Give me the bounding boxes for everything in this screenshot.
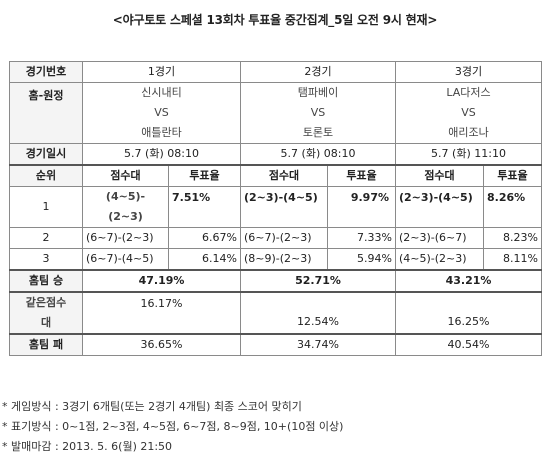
game-2-vote: 9.97% [327, 186, 396, 228]
game-3-vote: 8.11% [483, 248, 542, 271]
game-2-home-loss: 34.74% [240, 333, 396, 356]
game-3-vote-header: 투표율 [483, 164, 542, 187]
game-3-date: 5.7 (화) 11:10 [395, 143, 542, 166]
game-3-home-win: 43.21% [395, 269, 542, 293]
game-date-label: 경기일시 [9, 143, 83, 166]
same-score-label-line-2: 대 [40, 316, 52, 329]
game-date-row: 경기일시 5.7 (화) 08:10 5.7 (화) 08:10 5.7 (화)… [9, 143, 542, 166]
page-title: <야구토토 스페셜 13회차 투표율 중간집계_5일 오전 9시 현재> [112, 13, 438, 27]
game-2-home-team: 탬파베이 [297, 86, 339, 99]
same-score-label: 같은점수 대 [9, 291, 83, 335]
game-3-score-header: 점수대 [395, 164, 484, 187]
game-1-score-line-2: (2~3) [108, 210, 143, 223]
game-2-home-win: 52.71% [240, 269, 396, 293]
home-win-row: 홈팀 승 47.19% 52.71% 43.21% [9, 269, 542, 293]
game-1-score-line-1: (4~5)- [105, 190, 146, 203]
rank-row: 3 (6~7)-(4~5) 6.14% (8~9)-(2~3) 5.94% (4… [9, 248, 542, 271]
home-away-label: 홈-원정 [9, 82, 83, 144]
game-3-score: (2~3)-(6~7) [395, 227, 484, 249]
game-1-away-team: 애틀란타 [141, 126, 182, 139]
column-header-row: 순위 점수대 투표율 점수대 투표율 점수대 투표율 [9, 164, 542, 187]
game-2-same-score: 12.54% [240, 291, 396, 335]
rank-number: 3 [9, 248, 83, 271]
game-2-vs: VS [310, 106, 326, 119]
note-game-method: * 게임방식 : 3경기 6개팀(또는 2경기 4개팀) 최종 스코어 맞히기 [2, 400, 302, 413]
same-score-row: 같은점수 대 16.17% 12.54% 16.25% [9, 291, 542, 335]
game-1-same-score: 16.17% [82, 291, 241, 335]
vote-rate-table: 경기번호 1경기 2경기 3경기 홈-원정 신시내티 VS 애틀란타 탬파베이 … [9, 61, 542, 356]
game-3-home-loss: 40.54% [395, 333, 542, 356]
game-1-teams: 신시내티 VS 애틀란타 [82, 82, 241, 144]
game-number-label: 경기번호 [9, 61, 83, 83]
game-1-home-loss: 36.65% [82, 333, 241, 356]
game-2-score: (6~7)-(2~3) [240, 227, 328, 249]
game-3-vote: 8.23% [483, 227, 542, 249]
rank-row: 1 (4~5)- (2~3) 7.51% (2~3)-(4~5) 9.97% (… [9, 186, 542, 228]
game-2-vote: 5.94% [327, 248, 396, 271]
game-3-teams: LA다저스 VS 애리조나 [395, 82, 542, 144]
home-away-row: 홈-원정 신시내티 VS 애틀란타 탬파베이 VS 토론토 LA다저스 VS 애… [9, 82, 542, 144]
game-3-vote: 8.26% [483, 186, 542, 228]
same-score-label-line-1: 같은점수 [25, 296, 67, 309]
game-1-vote: 6.67% [168, 227, 241, 249]
game-1-vote: 7.51% [168, 186, 241, 228]
game-1-score: (4~5)- (2~3) [82, 186, 169, 228]
game-3-same-score: 16.25% [395, 291, 542, 335]
rank-number: 2 [9, 227, 83, 249]
game-1-date: 5.7 (화) 08:10 [82, 143, 241, 166]
rank-number: 1 [9, 186, 83, 228]
game-2-score-header: 점수대 [240, 164, 328, 187]
game-number-row: 경기번호 1경기 2경기 3경기 [9, 61, 542, 83]
game-3-vs: VS [461, 106, 476, 119]
home-loss-row: 홈팀 패 36.65% 34.74% 40.54% [9, 333, 542, 356]
game-3-away-team: 애리조나 [448, 126, 489, 139]
game-2-away-team: 토론토 [302, 126, 334, 139]
game-1-home-win: 47.19% [82, 269, 241, 293]
game-3-score: (2~3)-(4~5) [395, 186, 484, 228]
game-2-score: (8~9)-(2~3) [240, 248, 328, 271]
game-3-number: 3경기 [395, 61, 542, 83]
game-2-score: (2~3)-(4~5) [240, 186, 328, 228]
game-1-score-header: 점수대 [82, 164, 169, 187]
game-2-date: 5.7 (화) 08:10 [240, 143, 396, 166]
game-1-number: 1경기 [82, 61, 241, 83]
game-3-score: (4~5)-(2~3) [395, 248, 484, 271]
game-2-vote-header: 투표율 [327, 164, 396, 187]
game-1-vote-header: 투표율 [168, 164, 241, 187]
game-1-score: (6~7)-(4~5) [82, 248, 169, 271]
rank-label: 순위 [9, 164, 83, 187]
note-deadline: * 발매마감 : 2013. 5. 6(월) 21:50 [2, 440, 173, 453]
home-win-label: 홈팀 승 [9, 269, 83, 293]
home-loss-label: 홈팀 패 [9, 333, 83, 356]
game-1-home-team: 신시내티 [141, 86, 182, 99]
rank-row: 2 (6~7)-(2~3) 6.67% (6~7)-(2~3) 7.33% (2… [9, 227, 542, 249]
note-notation: * 표기방식 : 0~1점, 2~3점, 4~5점, 6~7점, 8~9점, 1… [2, 420, 344, 433]
notes: * 게임방식 : 3경기 6개팀(또는 2경기 4개팀) 최종 스코어 맞히기 … [0, 397, 550, 457]
game-2-vote: 7.33% [327, 227, 396, 249]
game-1-vs: VS [154, 106, 169, 119]
game-1-vote: 6.14% [168, 248, 241, 271]
game-2-teams: 탬파베이 VS 토론토 [240, 82, 396, 144]
game-2-number: 2경기 [240, 61, 396, 83]
game-3-home-team: LA다저스 [446, 86, 491, 99]
game-1-score: (6~7)-(2~3) [82, 227, 169, 249]
